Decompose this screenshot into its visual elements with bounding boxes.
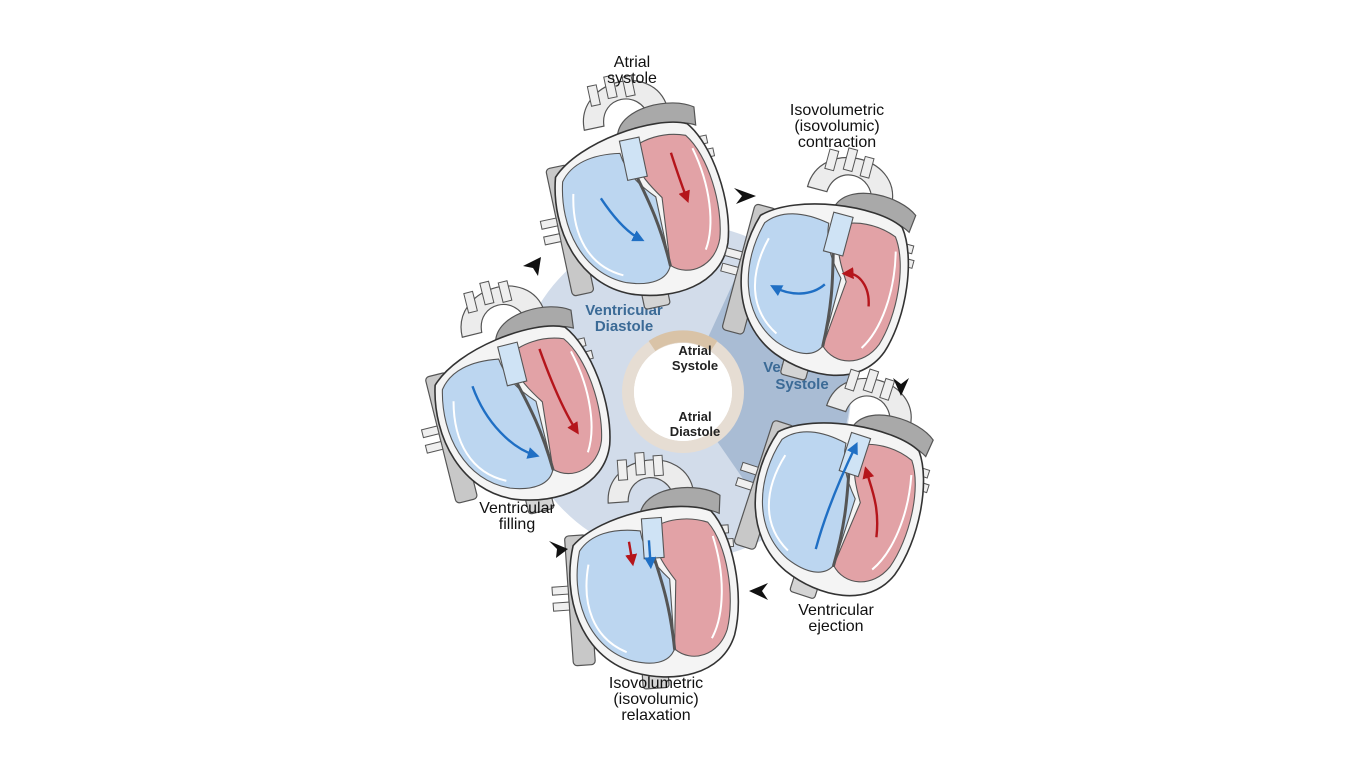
stage-ventricular-ejection-2: ejection xyxy=(808,618,863,635)
atrial-diastole-ring-label-1: Atrial xyxy=(678,409,711,424)
ventricular-diastole-label-2: Diastole xyxy=(595,318,653,335)
heart-ventricular-filling xyxy=(389,259,629,537)
heart-atrial-systole xyxy=(512,56,746,329)
heart-ventricular-ejection xyxy=(708,339,961,624)
heart-isovolumetric-contraction xyxy=(697,122,941,402)
ventricular-diastole-label-1: Ventricular xyxy=(585,302,663,319)
stage-isovolumetric-relaxation-1: Isovolumetric xyxy=(609,675,703,692)
heart-isovolumetric-relaxation xyxy=(541,445,746,697)
stage-ventricular-filling-1: Ventricular xyxy=(479,500,555,517)
atrial-systole-ring-label-2: Systole xyxy=(672,358,718,373)
cycle-arrow-5-icon xyxy=(523,257,541,276)
cycle-arrow-3-icon xyxy=(749,583,768,600)
stage-isovolumetric-relaxation-2: (isovolumic) xyxy=(613,691,698,708)
stage-ventricular-filling-2: filling xyxy=(499,516,535,533)
ventricular-systole-label-2: Systole xyxy=(775,376,828,393)
atrial-diastole-ring-label-2: Diastole xyxy=(670,424,721,439)
cycle-arrow-4-icon xyxy=(549,541,568,558)
cycle-arrow-2-icon xyxy=(893,378,909,396)
stage-atrial-systole-1: Atrial xyxy=(614,54,650,71)
stage-isovolumetric-contraction-2: (isovolumic) xyxy=(794,118,879,135)
cycle-arrow-1-icon xyxy=(734,188,756,204)
stage-isovolumetric-relaxation-3: relaxation xyxy=(621,707,690,724)
stage-isovolumetric-contraction-3: contraction xyxy=(798,134,876,151)
stage-ventricular-ejection-1: Ventricular xyxy=(798,602,874,619)
atrial-systole-ring-label-1: Atrial xyxy=(678,343,711,358)
stage-atrial-systole-2: systole xyxy=(607,70,657,87)
stage-isovolumetric-contraction-1: Isovolumetric xyxy=(790,102,884,119)
atrial-systole-arc xyxy=(648,330,718,352)
